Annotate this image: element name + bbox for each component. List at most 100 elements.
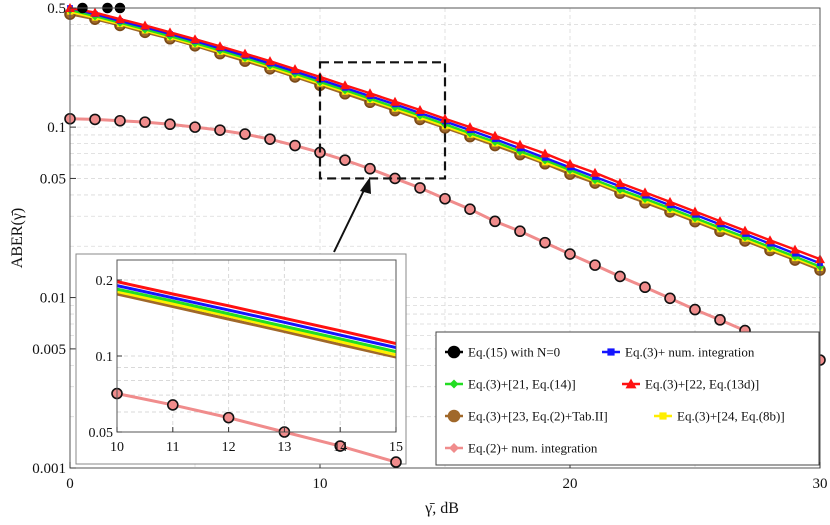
inset-x-tick-label: 10 xyxy=(110,440,124,455)
inset-data-point xyxy=(390,456,402,468)
x-axis-title: γ̄, dB xyxy=(424,500,459,517)
data-point xyxy=(215,41,225,51)
data-point-eq15 xyxy=(489,215,501,228)
data-point-eq15 xyxy=(589,259,601,271)
y-ticks: 0.001 0.005 0.01 0.05 0.1 0.5 xyxy=(32,1,76,477)
x-tick-label: 0 xyxy=(66,476,74,492)
inset-plot: 10 11 12 13 14 15 0.05 0.1 0.2 xyxy=(75,253,407,468)
data-point xyxy=(90,7,100,17)
y-axis-title: ABER(γ̄) xyxy=(9,208,26,268)
data-point xyxy=(640,187,650,197)
data-point xyxy=(390,96,400,106)
data-point-eq15 xyxy=(289,139,301,152)
legend-marker xyxy=(449,379,459,389)
inset-y-tick-label: 0.05 xyxy=(89,426,114,441)
x-tick-label: 30 xyxy=(813,476,828,492)
data-point-eq15 xyxy=(339,154,351,166)
data-point xyxy=(465,129,475,138)
data-point xyxy=(515,139,525,149)
legend-label: Eq.(3)+[21, Eq.(14)] xyxy=(468,377,576,392)
x-ticks: 0 10 20 30 xyxy=(66,462,828,492)
data-point-eq15 xyxy=(564,248,576,260)
legend-marker xyxy=(449,443,459,453)
zoom-arrow-head-icon xyxy=(360,177,371,194)
main-series xyxy=(64,2,826,366)
legend-entry: Eq.(3)+ num. integration xyxy=(602,345,755,360)
data-point xyxy=(540,148,550,158)
legend-entry: Eq.(3)+[23, Eq.(2)+Tab.II] xyxy=(445,409,608,424)
legend-label: Eq.(15) with N=0 xyxy=(468,345,560,360)
inset-x-tick-label: 12 xyxy=(222,440,236,455)
data-point-eq15 xyxy=(464,203,476,215)
legend-marker xyxy=(625,378,637,389)
inset-series-line xyxy=(116,290,397,357)
inset-data-point xyxy=(334,440,347,452)
legend-marker xyxy=(447,409,461,423)
legend-box xyxy=(435,331,820,466)
data-point xyxy=(340,80,350,90)
legend-marker xyxy=(607,348,615,356)
data-point xyxy=(590,167,600,177)
legend-label: Eq.(3)+ num. integration xyxy=(625,345,755,360)
inset-data-point xyxy=(167,399,179,411)
legend-entry: Eq.(3)+[22, Eq.(13d)] xyxy=(622,377,759,392)
zoom-region-box xyxy=(318,61,447,180)
inset-series-line xyxy=(116,284,397,350)
data-point-eq15 xyxy=(439,192,451,205)
inset-x-tick-label: 15 xyxy=(389,440,403,455)
inset-x-tick-label: 14 xyxy=(333,440,347,455)
data-point xyxy=(542,155,548,161)
data-point xyxy=(365,88,375,98)
x-tick-label: 10 xyxy=(313,476,328,492)
legend-entry: Eq.(3)+[24, Eq.(8b)] xyxy=(654,409,785,424)
data-point xyxy=(290,64,300,74)
y-tick-label: 0.001 xyxy=(32,461,66,477)
legend: Eq.(15) with N=0 Eq.(3)+ num. integration… xyxy=(435,331,820,466)
inset-series-line xyxy=(116,392,397,464)
y-tick-label: 0.01 xyxy=(40,291,66,307)
inset-x-tick-label: 11 xyxy=(166,440,179,455)
inset-y-tick-label: 0.1 xyxy=(96,350,114,365)
legend-marker xyxy=(659,412,667,420)
data-point xyxy=(465,122,475,132)
data-point-eq15 xyxy=(539,236,551,249)
data-point xyxy=(490,130,500,140)
data-point xyxy=(140,20,150,30)
legend-entry: Eq.(3)+[21, Eq.(14)] xyxy=(445,377,576,392)
data-point-eq15 xyxy=(639,281,651,294)
data-point xyxy=(565,158,575,168)
inset-frame xyxy=(116,259,397,433)
legend-label: Eq.(3)+[23, Eq.(2)+Tab.II] xyxy=(468,409,608,424)
data-point xyxy=(240,48,250,58)
y-tick-label: 0.05 xyxy=(40,171,66,187)
plot-frame xyxy=(69,7,821,469)
data-point-eq15 xyxy=(89,113,101,126)
legend-marker xyxy=(447,345,461,359)
data-point xyxy=(165,27,175,37)
data-point xyxy=(265,56,275,66)
data-point-eq15 xyxy=(689,303,701,316)
y-tick-label: 0.5 xyxy=(47,1,66,17)
legend-label: Eq.(3)+[24, Eq.(8b)] xyxy=(677,409,785,424)
data-point-eq15 xyxy=(264,133,276,145)
data-point-eq15 xyxy=(614,270,626,283)
data-point xyxy=(415,105,425,115)
legend-entry: Eq.(15) with N=0 xyxy=(445,345,560,360)
data-point-eq15 xyxy=(164,118,176,131)
legend-entry: Eq.(2)+ num. integration xyxy=(445,441,598,456)
data-point xyxy=(615,178,625,188)
data-point xyxy=(440,113,450,123)
data-point xyxy=(790,244,800,254)
data-point-eq15 xyxy=(364,162,376,175)
data-point xyxy=(592,174,598,180)
data-point-eq15 xyxy=(239,128,251,140)
data-point-eq15 xyxy=(214,124,226,136)
inset-data-point xyxy=(222,411,235,424)
data-point xyxy=(715,216,725,226)
data-point-eq15 xyxy=(139,116,151,128)
data-point xyxy=(690,206,700,216)
inset-series-line xyxy=(116,292,397,359)
data-point xyxy=(665,196,675,206)
x-tick-label: 20 xyxy=(563,476,578,492)
